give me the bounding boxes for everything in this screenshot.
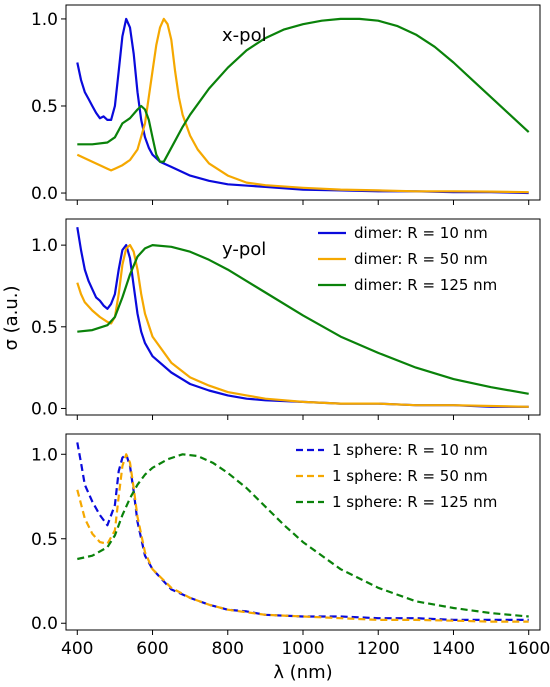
panel-label: y-pol bbox=[222, 239, 266, 260]
y-tick-label: 0.5 bbox=[31, 530, 58, 550]
legend-label: 1 sphere: R = 10 nm bbox=[332, 441, 488, 459]
series-line-2 bbox=[76, 453, 529, 623]
y-tick-label: 0.0 bbox=[31, 184, 58, 204]
x-tick-label: 1000 bbox=[281, 639, 324, 659]
y-tick-label: 0.0 bbox=[31, 399, 58, 419]
y-tick-label: 0.5 bbox=[31, 318, 58, 338]
plot-frame bbox=[65, 433, 541, 631]
legend-label: dimer: R = 10 nm bbox=[354, 224, 488, 242]
chart-panel-1: 0.0 0.5 1.0 x-pol bbox=[31, 4, 541, 205]
x-axis-label: λ (nm) bbox=[273, 662, 332, 683]
x-tick-label: 1200 bbox=[357, 639, 400, 659]
legend: 1 sphere: R = 10 nm 1 sphere: R = 50 nm 1 … bbox=[296, 441, 497, 511]
y-axis-label: σ (a.u.) bbox=[1, 285, 22, 350]
x-tick-label: 400 bbox=[61, 639, 93, 659]
legend-label: 1 sphere: R = 50 nm bbox=[332, 467, 488, 485]
y-tick-label: 1.0 bbox=[31, 445, 58, 465]
x-tick-label: 1600 bbox=[507, 639, 550, 659]
series-line-2 bbox=[76, 244, 529, 408]
chart-panel-3: 0.0 0.5 1.0 400 600 800 1000 1200 1400 1600 1 sphe… bbox=[31, 433, 550, 659]
legend: dimer: R = 10 nm dimer: R = 50 nm dimer: R… bbox=[318, 224, 497, 294]
x-tick-label: 600 bbox=[136, 639, 168, 659]
plot-frame bbox=[65, 4, 541, 201]
series-line-3 bbox=[77, 453, 529, 618]
x-tick-label: 800 bbox=[212, 639, 244, 659]
legend-label: dimer: R = 50 nm bbox=[354, 250, 488, 268]
series-line-2 bbox=[76, 17, 529, 194]
x-tick-label: 1400 bbox=[432, 639, 475, 659]
y-tick-label: 1.0 bbox=[31, 236, 58, 256]
y-tick-label: 0.5 bbox=[31, 97, 58, 117]
series-line-3 bbox=[77, 244, 529, 395]
panel-label: x-pol bbox=[222, 25, 267, 46]
legend-label: 1 sphere: R = 125 nm bbox=[332, 493, 497, 511]
legend-label: dimer: R = 125 nm bbox=[354, 276, 497, 294]
series-line-1 bbox=[76, 17, 529, 195]
panels: 0.0 0.5 1.0 x-pol 0.0 0.5 1.0 y-pol dimer: R = 1… bbox=[31, 4, 550, 659]
y-tick-label: 1.0 bbox=[31, 10, 58, 30]
series-line-3 bbox=[77, 17, 530, 163]
y-tick-label: 0.0 bbox=[31, 614, 58, 634]
